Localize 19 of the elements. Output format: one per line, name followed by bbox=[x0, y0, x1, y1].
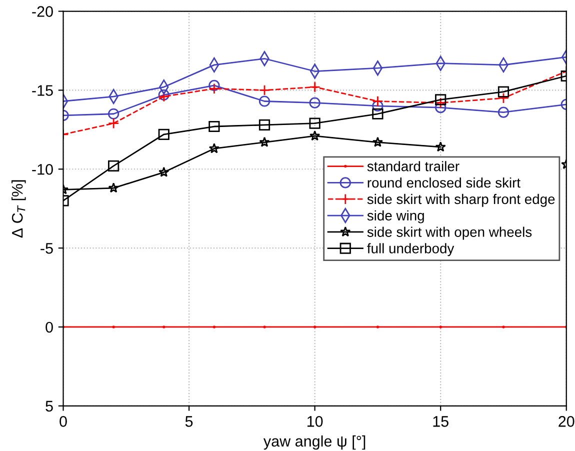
legend-label: round enclosed side skirt bbox=[368, 177, 520, 188]
legend-label: side skirt with open wheels bbox=[367, 226, 532, 240]
y-tick-label: -20 bbox=[32, 6, 53, 17]
y-tick-label: -10 bbox=[32, 164, 53, 175]
y-tick-label: 0 bbox=[46, 322, 53, 333]
x-tick-label: 0 bbox=[60, 416, 67, 427]
y-tick-label: -15 bbox=[32, 85, 53, 96]
legend-label: side skirt with sharp front edge bbox=[367, 194, 555, 207]
y-tick-label: -5 bbox=[40, 243, 53, 254]
y-axis-title: Δ C$_{T}$ [%] bbox=[12, 180, 26, 238]
x-tick-label: 15 bbox=[433, 416, 448, 427]
legend-label: full underbody bbox=[367, 243, 454, 256]
legend-label: side wing bbox=[367, 210, 424, 224]
x-axis-title: yaw angle ψ [°] bbox=[263, 435, 366, 450]
x-tick-label: 20 bbox=[558, 416, 574, 427]
legend-label: standard trailer bbox=[367, 161, 460, 172]
x-tick-label: 5 bbox=[185, 416, 193, 427]
x-tick-label: 10 bbox=[307, 416, 323, 427]
y-tick-label: 5 bbox=[46, 400, 53, 412]
